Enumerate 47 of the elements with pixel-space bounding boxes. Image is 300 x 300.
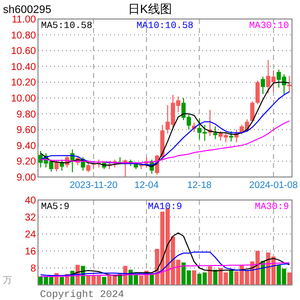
text: MA5:10.58	[41, 20, 93, 31]
y-tick-label: 32	[24, 212, 36, 224]
bar	[287, 272, 292, 285]
y-tick-label: 9.20	[16, 156, 36, 168]
text: MA10:10.58	[136, 20, 194, 31]
y-tick-label: 40	[24, 196, 36, 206]
text: MA5:9	[41, 201, 70, 212]
y-tick-label: 11.00	[12, 14, 36, 26]
candlestick	[250, 100, 254, 122]
candlestick	[287, 75, 292, 93]
y-tick-label: 10.40	[10, 62, 36, 73]
candlestick	[260, 76, 266, 95]
y-tick-label: 9.60	[16, 125, 36, 136]
y-tick-label: 16	[24, 246, 36, 258]
line-series	[40, 252, 290, 276]
bar	[150, 274, 154, 285]
y-tick-label: 9.00	[16, 172, 36, 184]
y-tick-label: 10.20	[10, 78, 36, 89]
candlestick	[86, 162, 90, 173]
candlestick	[255, 80, 260, 105]
bar	[229, 270, 234, 285]
text: Copyright 2024	[40, 289, 124, 300]
candlestick	[213, 126, 218, 140]
x-tick-label: 2024-01-08	[249, 180, 298, 191]
y-tick-label: 24	[24, 230, 36, 240]
candlestick	[229, 130, 234, 142]
y-tick-label: 8	[30, 264, 36, 274]
y-tick-label: 9.40	[16, 140, 36, 152]
y-tick-label: 9.80	[16, 109, 36, 120]
y-tick-label: 10.00	[10, 94, 36, 104]
text: sh600295	[3, 4, 52, 16]
y-tick-label: 10.80	[10, 30, 36, 42]
x-tick-label: 12-04	[134, 180, 159, 191]
y-tick-label: 10.60	[10, 46, 36, 58]
line-series	[40, 262, 290, 277]
text: MA30:9	[254, 201, 290, 212]
bar	[192, 270, 196, 285]
bar	[213, 270, 218, 285]
text: MA30:10	[249, 20, 290, 31]
chart-title: 日K线图	[128, 2, 172, 16]
y-axis-title: 万	[3, 275, 12, 285]
bar	[60, 276, 64, 285]
x-tick-label: 2023-11-20	[70, 180, 118, 191]
candlestick	[123, 159, 128, 178]
text: MA10:9	[148, 201, 182, 212]
bar	[102, 276, 106, 285]
x-tick-label: 12-18	[187, 180, 212, 191]
